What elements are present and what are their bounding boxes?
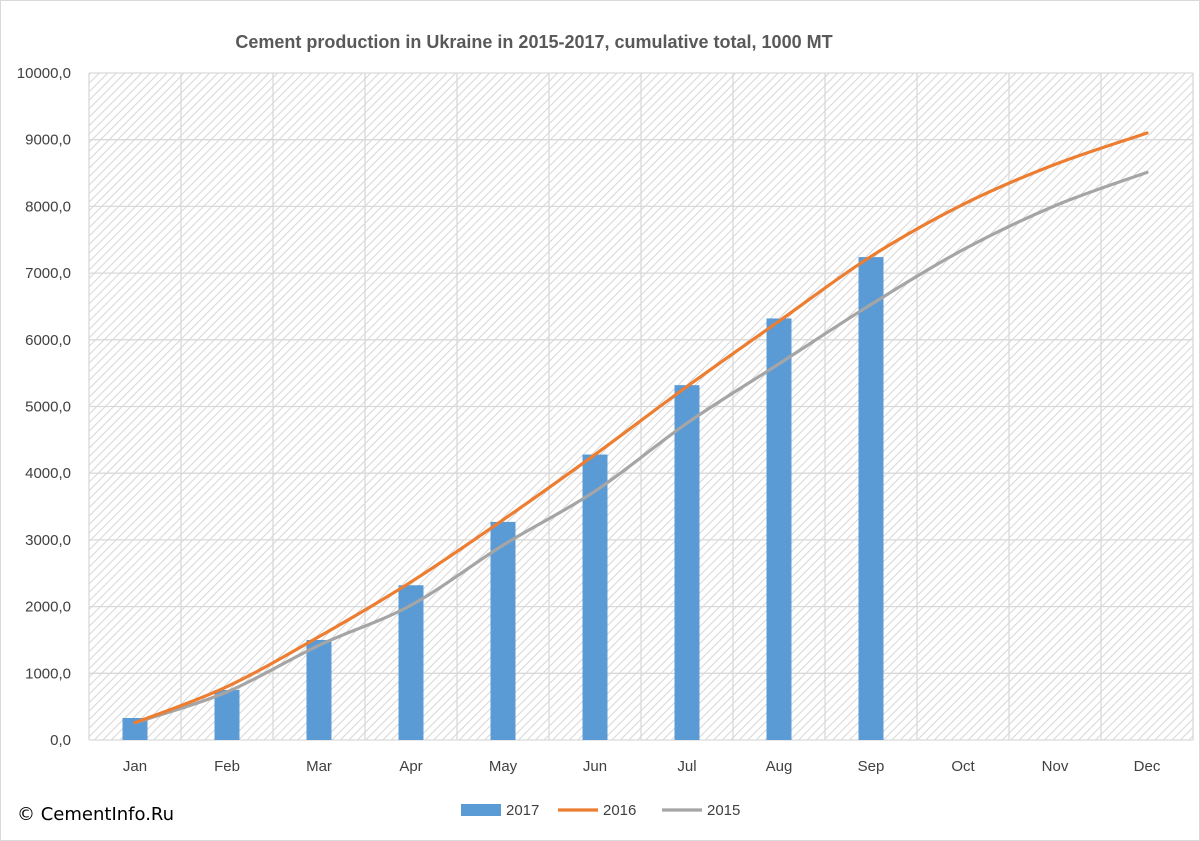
bar-2017-feb xyxy=(214,689,240,740)
x-tick-label-may: May xyxy=(489,758,518,775)
y-tick-label: 2000,0 xyxy=(25,599,71,616)
x-tick-label-jan: Jan xyxy=(123,758,147,775)
legend-swatch-2017 xyxy=(461,804,501,816)
y-tick-label: 9000,0 xyxy=(25,132,71,149)
legend-label-2015: 2015 xyxy=(707,802,740,819)
x-tick-label-mar: Mar xyxy=(306,758,332,775)
x-tick-label-feb: Feb xyxy=(214,758,240,775)
line-series-2016 xyxy=(133,131,1149,725)
x-tick-label-oct: Oct xyxy=(951,758,975,775)
y-tick-label: 1000,0 xyxy=(25,665,71,682)
bar-2017-jul xyxy=(674,385,700,740)
y-tick-label: 0,0 xyxy=(50,732,71,749)
y-tick-label: 5000,0 xyxy=(25,399,71,416)
x-tick-label-apr: Apr xyxy=(399,758,422,775)
x-tick-label-jun: Jun xyxy=(583,758,607,775)
copyright-text: © CementInfo.Ru xyxy=(17,804,175,825)
y-tick-label: 3000,0 xyxy=(25,532,71,549)
legend-item-2015: 2015 xyxy=(662,802,740,819)
bar-2017-aug xyxy=(766,318,792,740)
bar-2017-jun xyxy=(582,454,608,740)
y-tick-label: 6000,0 xyxy=(25,332,71,349)
x-tick-label-dec: Dec xyxy=(1134,758,1161,775)
legend-label-2016: 2016 xyxy=(603,802,636,819)
y-tick-label: 8000,0 xyxy=(25,198,71,215)
legend-item-2016: 2016 xyxy=(558,802,636,819)
x-tick-label-nov: Nov xyxy=(1042,758,1069,775)
legend-item-2017: 2017 xyxy=(461,802,539,819)
x-tick-label-aug: Aug xyxy=(766,758,793,775)
y-tick-label: 4000,0 xyxy=(25,465,71,482)
y-tick-label: 10000,0 xyxy=(17,65,71,82)
bar-2017-sep xyxy=(858,257,884,740)
chart-title: Cement production in Ukraine in 2015-201… xyxy=(235,32,832,52)
bar-2017-mar xyxy=(306,639,332,740)
y-tick-label: 7000,0 xyxy=(25,265,71,282)
line-series-2015 xyxy=(133,170,1149,725)
bar-2017-may xyxy=(490,521,516,740)
x-tick-label-jul: Jul xyxy=(677,758,696,775)
x-tick-label-sep: Sep xyxy=(858,758,885,775)
bar-2017-jan xyxy=(122,717,148,740)
legend-label-2017: 2017 xyxy=(506,802,539,819)
